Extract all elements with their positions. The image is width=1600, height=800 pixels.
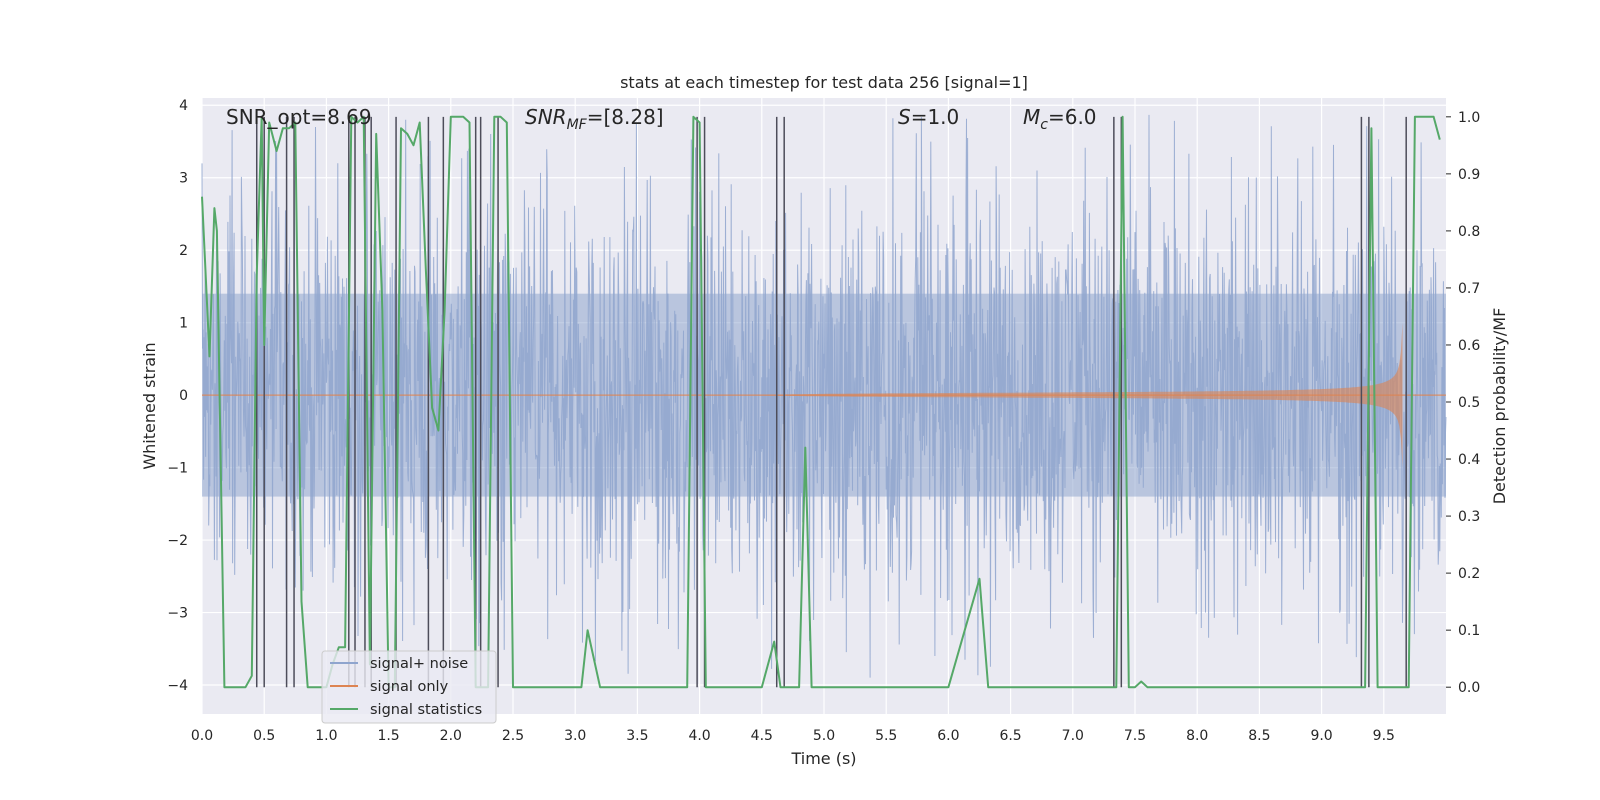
x-tick-label: 6.5 (999, 728, 1021, 744)
annotation-snr-mf: SNRMF=[8.28] (525, 105, 664, 133)
annotation-mc-subscript: c (1040, 117, 1048, 133)
x-tick-label: 2.0 (440, 728, 462, 744)
x-tick-label: 5.5 (875, 728, 897, 744)
legend-label-signal-plus-noise: signal+ noise (370, 656, 468, 672)
annotation-mc-value: =6.0 (1048, 105, 1097, 129)
annotation-snr-opt: SNR_opt=8.69 (226, 105, 372, 129)
x-tick-label: 4.5 (751, 728, 773, 744)
x-axis-label: Time (s) (790, 749, 856, 768)
y2-tick-label: 0.5 (1458, 395, 1480, 411)
x-tick-label: 0.5 (253, 728, 275, 744)
y-tick-label: −2 (167, 533, 188, 549)
x-tick-label: 3.5 (626, 728, 648, 744)
y2-axis-label: Detection probability/MF (1490, 308, 1509, 505)
legend-label-signal-statistics: signal statistics (370, 702, 482, 718)
series-signal-statistics (201, 115, 1441, 689)
y2-tick-label: 0.2 (1458, 566, 1480, 582)
x-tick-label: 9.5 (1373, 728, 1395, 744)
y2-tick-label: 0.8 (1458, 224, 1480, 240)
series-signal-only (202, 322, 1446, 468)
y2-tick-label: 0.4 (1458, 452, 1480, 468)
x-tick-label: 5.0 (813, 728, 835, 744)
trigger-lines (255, 116, 1407, 688)
x-tick-label: 6.0 (937, 728, 959, 744)
annotation-mc-symbol: M (1023, 105, 1040, 129)
legend-label-signal-only: signal only (370, 679, 449, 695)
annotation-s: S=1.0 (898, 105, 959, 129)
y-tick-label: 3 (179, 171, 188, 187)
x-tick-label: 7.5 (1124, 728, 1146, 744)
x-tick-label: 4.0 (688, 728, 710, 744)
y2-tick-label: 0.7 (1458, 281, 1480, 297)
y2-tick-label: 1.0 (1458, 110, 1480, 126)
x-tick-label: 0.0 (191, 728, 213, 744)
x-tick-label: 1.0 (315, 728, 337, 744)
annotation-s-symbol: S (898, 105, 911, 129)
y-tick-label: 2 (179, 243, 188, 259)
y-tick-labels: 4 3 2 1 0 −1 −2 −3 −4 (167, 98, 188, 694)
y-tick-label: 0 (179, 388, 188, 404)
y-tick-label: 4 (179, 98, 188, 114)
y-tick-label: −4 (167, 678, 188, 694)
y2-tick-label: 0.3 (1458, 509, 1480, 525)
chart-title: stats at each timestep for test data 256… (620, 73, 1028, 92)
x-tick-labels: 0.0 0.5 1.0 1.5 2.0 2.5 3.0 3.5 4.0 4.5 5.0 5.5 6.0 6… (191, 728, 1395, 744)
annotation-snr-mf-symbol: SNR (525, 105, 567, 129)
x-tick-label: 2.5 (502, 728, 524, 744)
x-tick-label: 1.5 (377, 728, 399, 744)
y2-tick-label: 0.0 (1458, 680, 1480, 696)
y-axis-label: Whitened strain (140, 342, 159, 469)
y-tick-label: 1 (179, 316, 188, 332)
annotation-snr-mf-subscript: MF (567, 117, 588, 133)
annotation-s-value: =1.0 (911, 105, 960, 129)
annotation-snr-mf-value: =[8.28] (587, 105, 664, 129)
y2-tick-label: 0.1 (1458, 623, 1480, 639)
legend: signal+ noise signal only signal statist… (321, 650, 497, 724)
y2-tick-label: 0.9 (1458, 167, 1480, 183)
x-tick-label: 8.0 (1186, 728, 1208, 744)
y-tick-label: −1 (167, 461, 188, 477)
x-tick-label: 7.0 (1062, 728, 1084, 744)
x-tick-label: 9.0 (1310, 728, 1332, 744)
y2-tick-labels: 1.0 0.9 0.8 0.7 0.6 0.5 0.4 0.3 0.2 0.1 0.0 (1446, 110, 1480, 696)
legend-box (321, 650, 497, 724)
y2-tick-label: 0.6 (1458, 338, 1480, 354)
annotation-mc: Mc=6.0 (1023, 105, 1097, 133)
x-tick-label: 3.0 (564, 728, 586, 744)
signal-chirp (761, 322, 1403, 468)
statistics-line (201, 115, 1441, 689)
x-tick-label: 8.5 (1248, 728, 1270, 744)
y-tick-label: −3 (167, 606, 188, 622)
